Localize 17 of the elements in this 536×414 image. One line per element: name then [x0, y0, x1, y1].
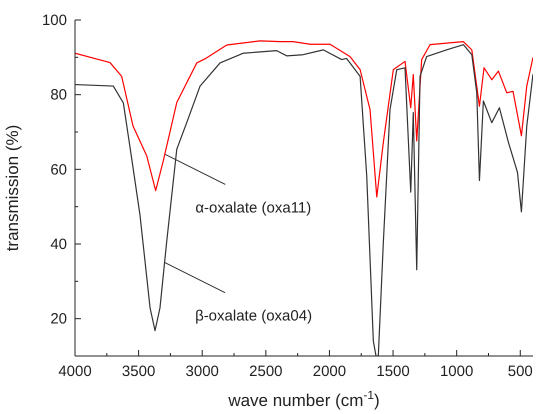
x-axis-title: wave number (cm$^{-1}$): [227, 388, 380, 410]
x-tick-label: 4000: [58, 363, 92, 380]
y-tick-label: 20: [50, 310, 67, 328]
x-tick-label: 2500: [249, 363, 283, 380]
y-tick-label: 60: [50, 161, 67, 178]
x-tick-label: 1000: [440, 363, 474, 380]
x-tick-label: 3500: [122, 363, 156, 380]
y-axis-title: transmission (%): [3, 124, 22, 252]
y-tick-label: 40: [50, 236, 67, 253]
annotation: β-oxalate (oxa04): [195, 308, 312, 325]
x-tick-label: 1500: [376, 363, 410, 380]
annotation: α-oxalate (oxa11): [195, 199, 312, 216]
y-tick-label: 80: [50, 86, 67, 104]
y-tick-label: 100: [42, 12, 67, 29]
x-tick-label: 500: [508, 363, 533, 380]
x-tick-label: 2000: [312, 363, 346, 380]
x-tick-label: 3000: [186, 363, 219, 380]
